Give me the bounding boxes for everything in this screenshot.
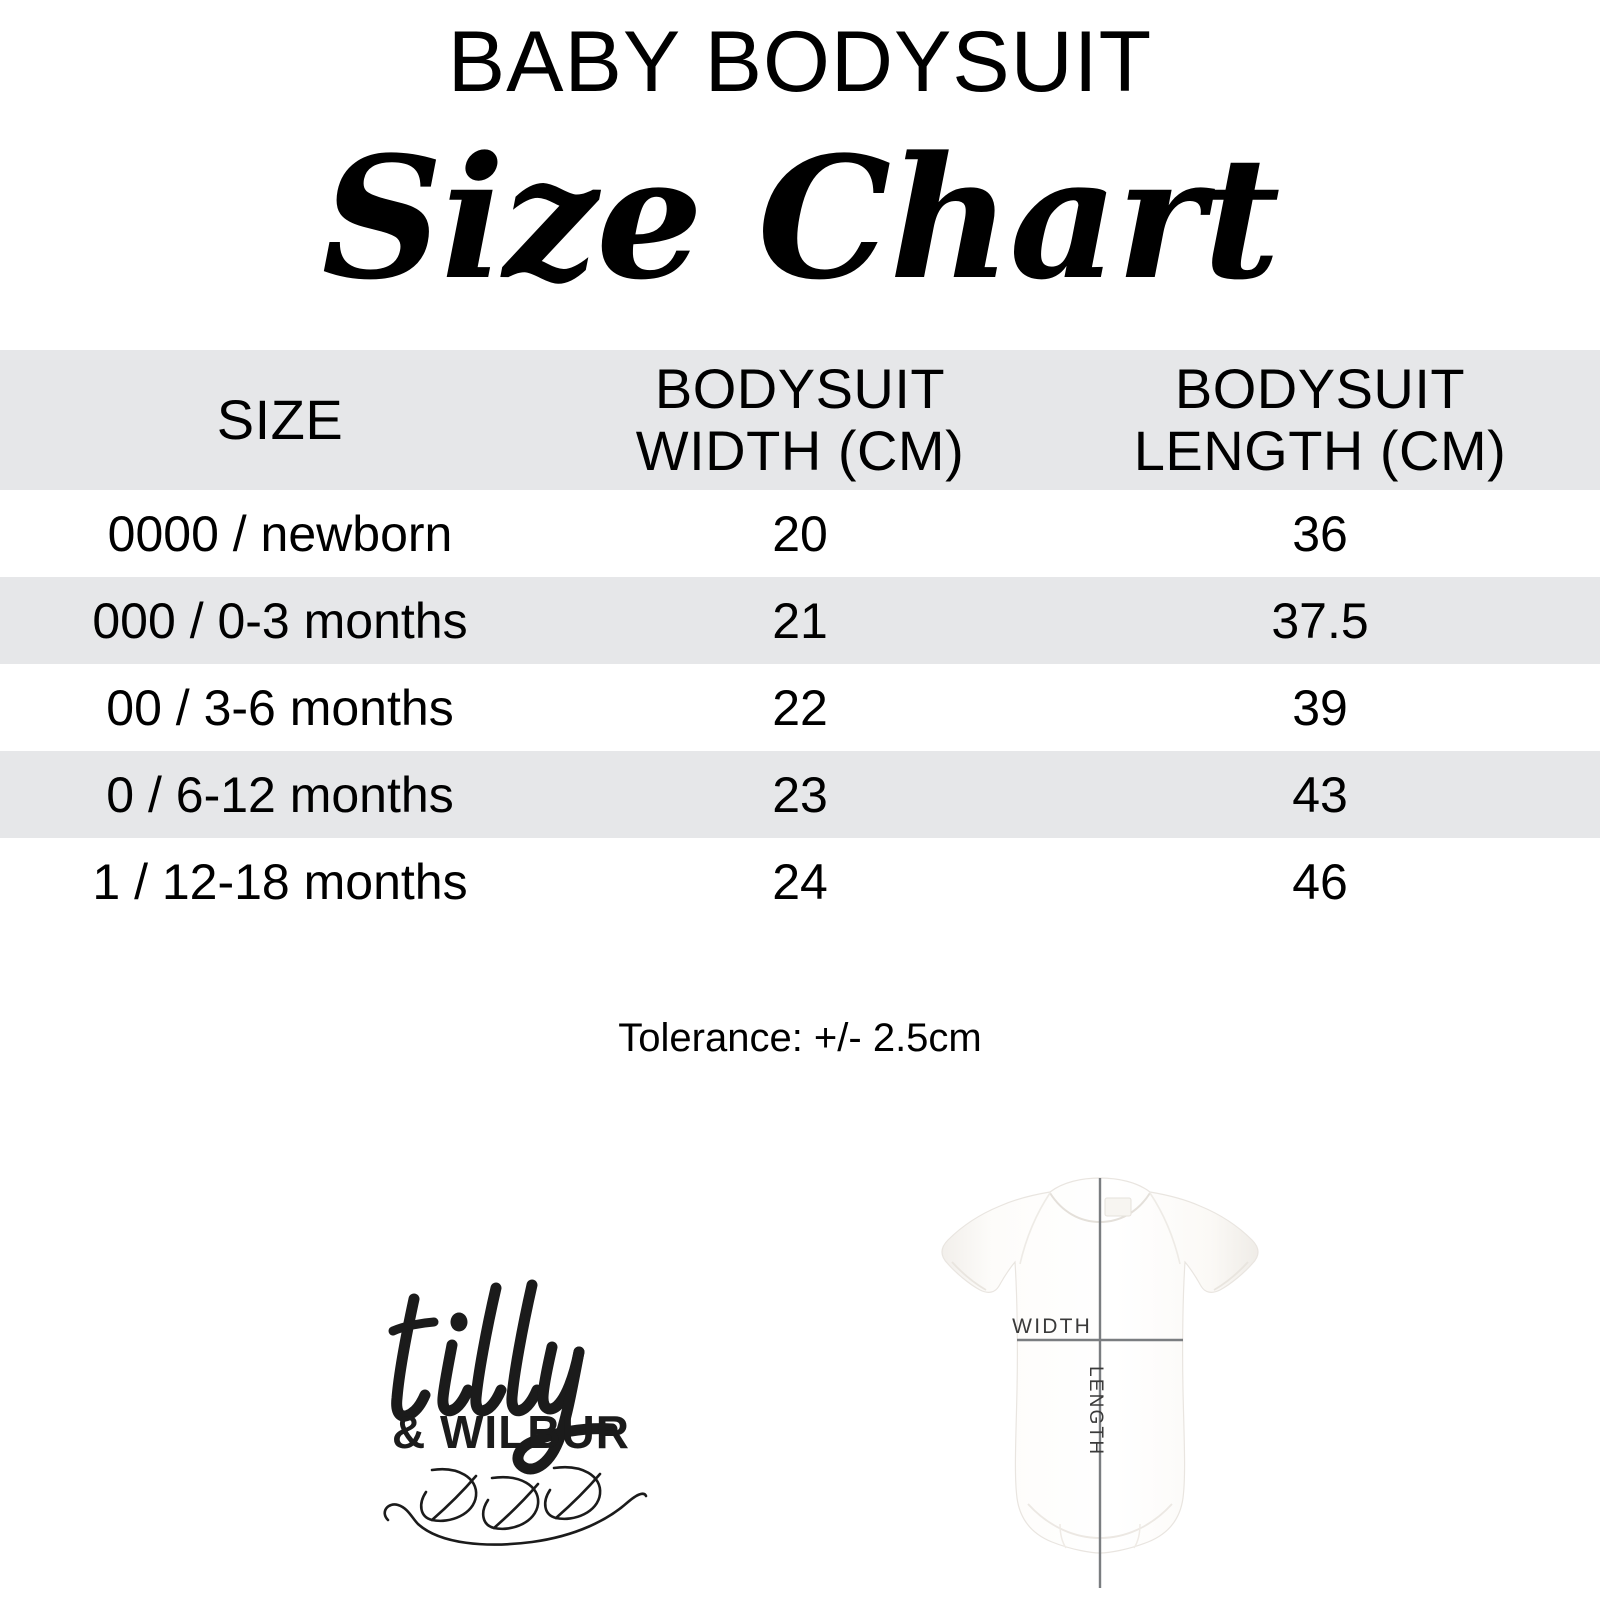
cell-length: 39 xyxy=(1292,679,1348,736)
cell-length: 43 xyxy=(1292,766,1348,823)
table-row: 1 / 12-18 months 24 46 xyxy=(0,838,1600,925)
column-header-width: BODYSUIT WIDTH (CM) xyxy=(635,357,965,482)
table-row: 000 / 0-3 months 21 37.5 xyxy=(0,577,1600,664)
brand-logo: & WILBUR xyxy=(336,1252,672,1588)
cell-size: 000 / 0-3 months xyxy=(92,592,468,649)
cell-size: 1 / 12-18 months xyxy=(92,853,468,910)
cell-size: 00 / 3-6 months xyxy=(106,679,454,736)
column-header-length: BODYSUIT LENGTH (CM) xyxy=(1133,357,1507,482)
size-chart-table: SIZE BODYSUIT WIDTH (CM) BODYSUIT LENGTH… xyxy=(0,350,1600,925)
cell-width: 22 xyxy=(772,679,828,736)
cell-width: 20 xyxy=(772,505,828,562)
table-row: 0000 / newborn 20 36 xyxy=(0,490,1600,577)
leaf-branch-icon xyxy=(383,1465,648,1546)
cell-width: 21 xyxy=(772,592,828,649)
cell-width: 24 xyxy=(772,853,828,910)
cell-length: 36 xyxy=(1292,505,1348,562)
svg-text:& WILBUR: & WILBUR xyxy=(392,1406,630,1458)
length-label: LENGTH xyxy=(1085,1366,1106,1456)
table-row: 00 / 3-6 months 22 39 xyxy=(0,664,1600,751)
title-block: BABY BODYSUIT Size Chart xyxy=(0,0,1600,350)
page-title: BABY BODYSUIT xyxy=(447,14,1153,110)
cell-length: 37.5 xyxy=(1271,592,1369,649)
measurement-guides xyxy=(1017,1178,1183,1588)
cell-size: 0000 / newborn xyxy=(107,505,453,562)
tolerance-note: Tolerance: +/- 2.5cm xyxy=(618,1016,982,1060)
table-row: 0 / 6-12 months 23 43 xyxy=(0,751,1600,838)
cell-size: 0 / 6-12 months xyxy=(106,766,454,823)
column-header-size: SIZE xyxy=(216,388,344,451)
logo-sub-wordmark: & WILBUR xyxy=(392,1406,630,1458)
page-subtitle-script: Size Chart xyxy=(321,119,1281,317)
width-label: WIDTH xyxy=(1012,1315,1092,1338)
table-header-row: SIZE BODYSUIT WIDTH (CM) BODYSUIT LENGTH… xyxy=(0,350,1600,490)
logo-script-wordmark xyxy=(388,1279,618,1475)
cell-length: 46 xyxy=(1292,853,1348,910)
bodysuit-illustration: WIDTH LENGTH xyxy=(900,1152,1300,1592)
cell-width: 23 xyxy=(772,766,828,823)
